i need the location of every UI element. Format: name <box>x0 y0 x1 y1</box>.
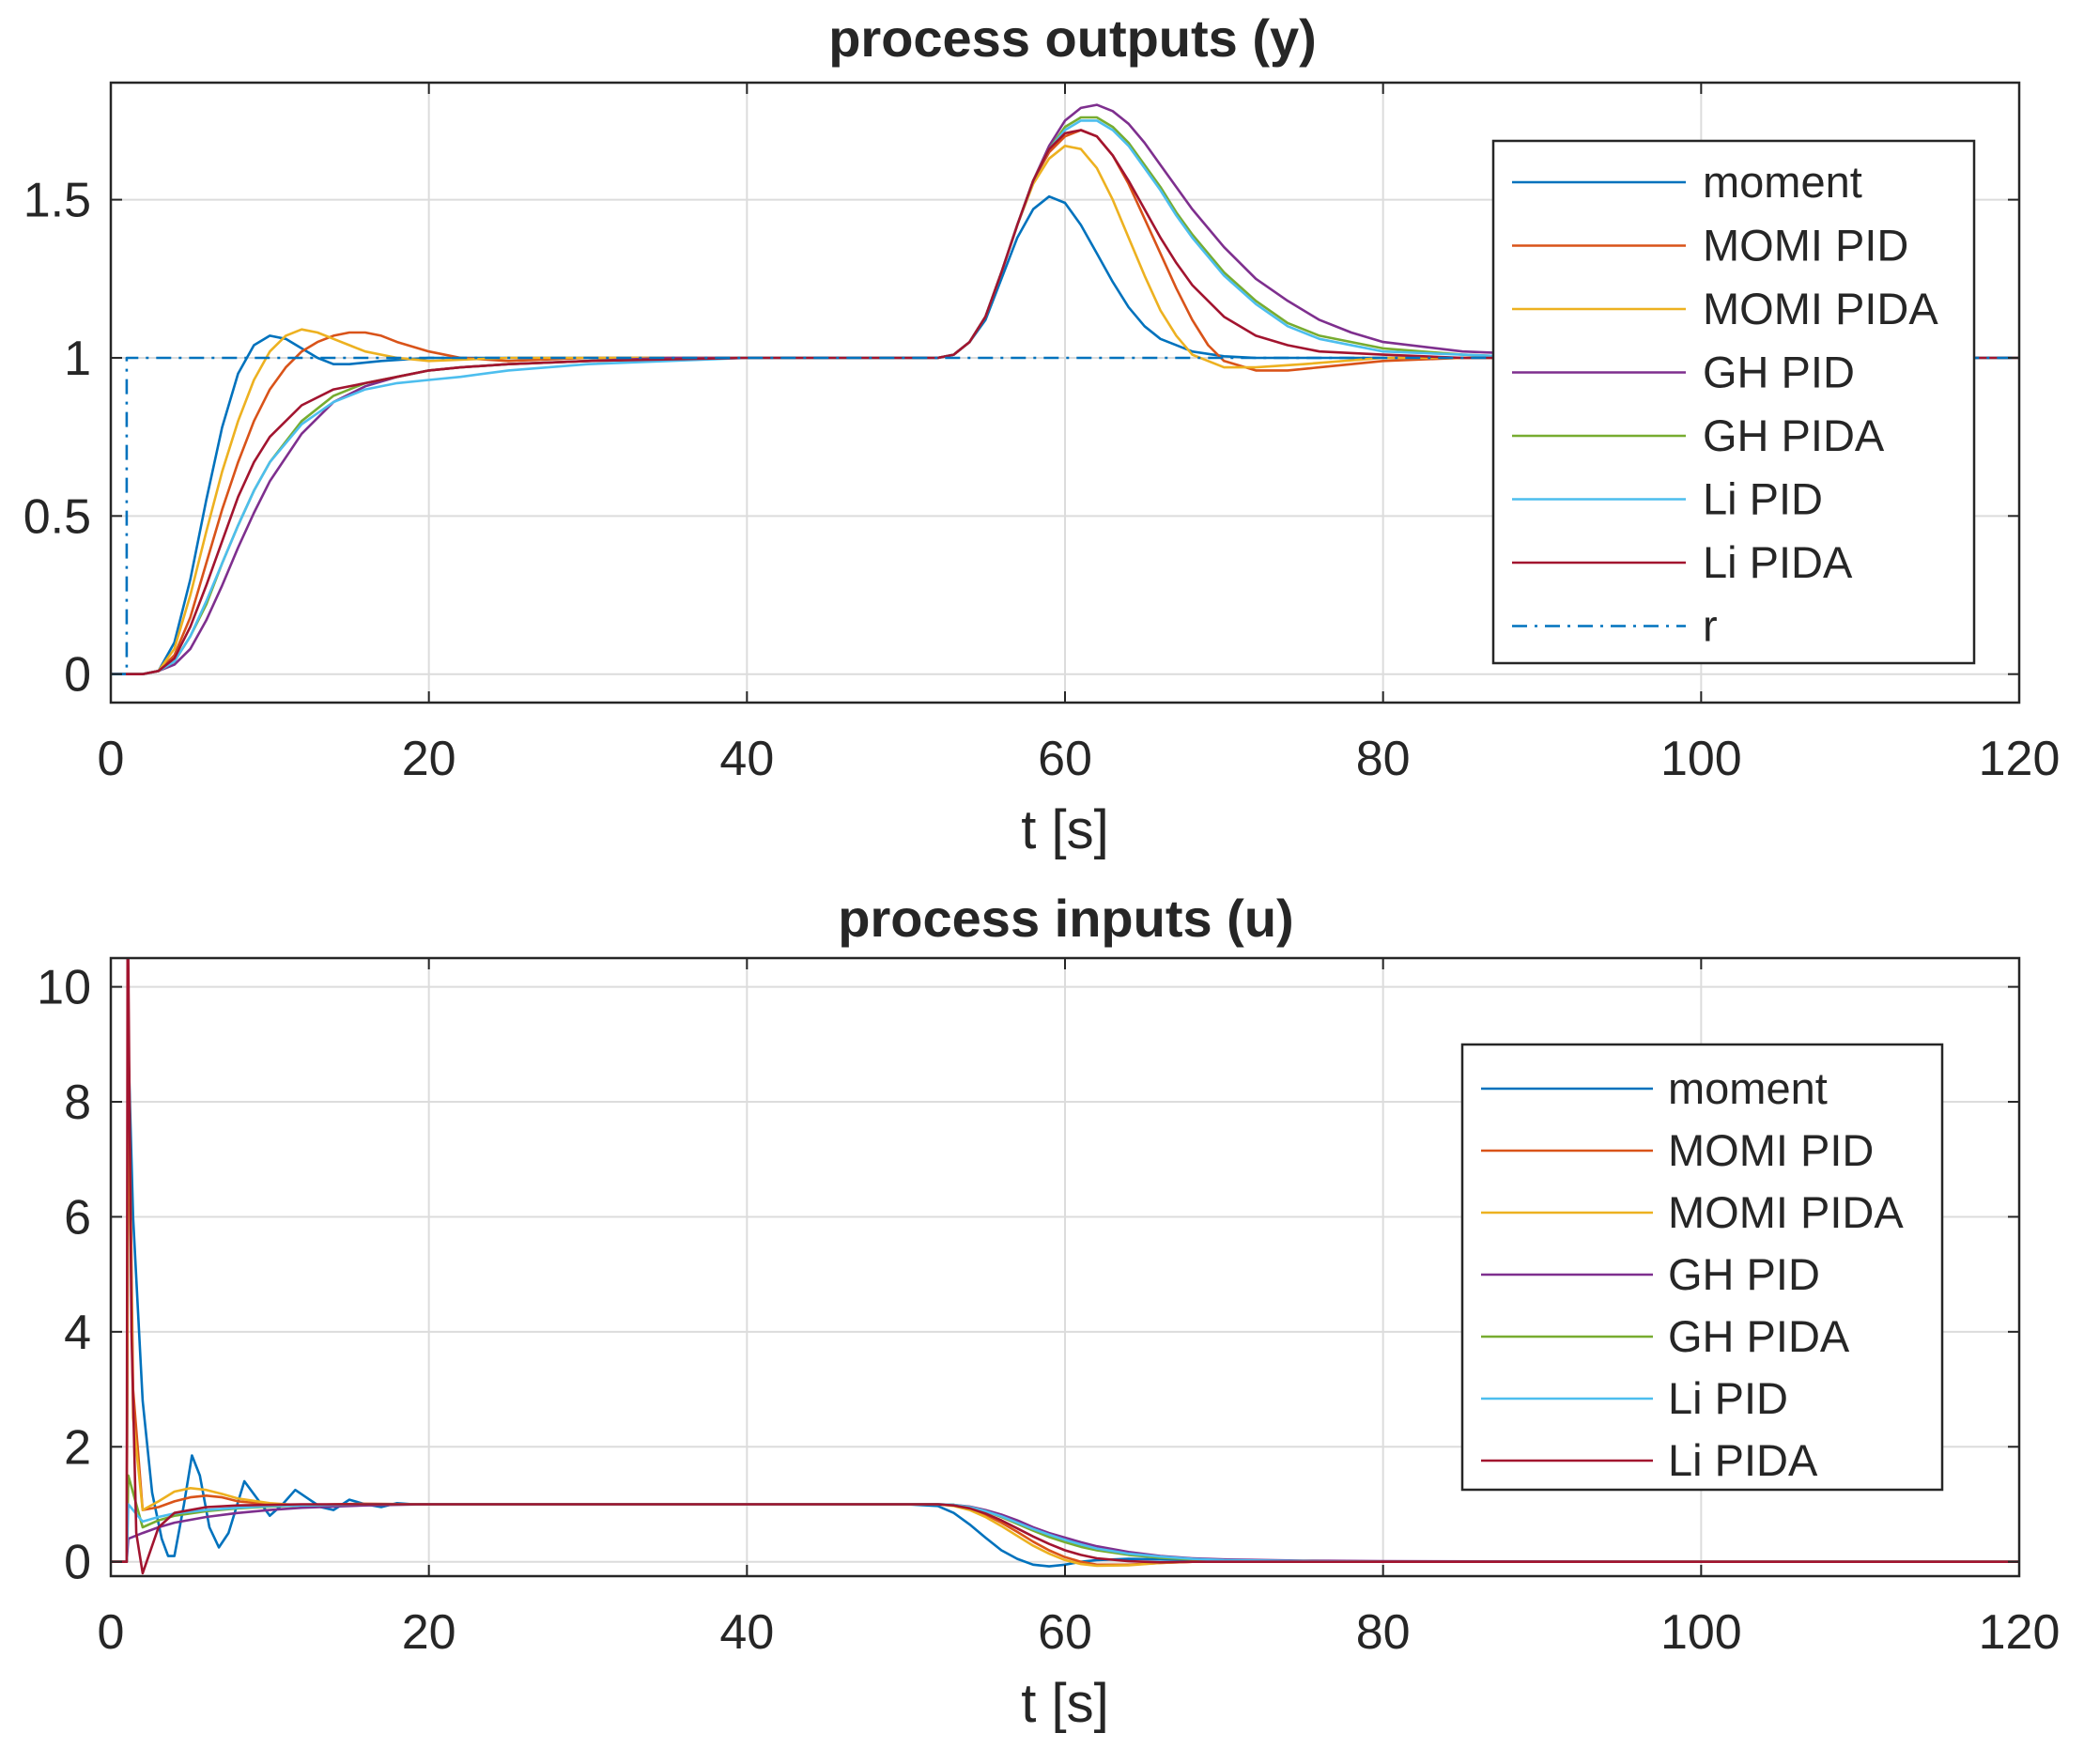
x-tick-label: 120 <box>1979 1605 2061 1660</box>
legend: moment MOMI PID MOMI PIDA GH PID GH PIDA Li P… <box>1460 1043 1944 1492</box>
series-layer <box>111 958 2019 1575</box>
chart-title: process inputs (u) <box>838 889 1293 948</box>
legend-label: MOMI PIDA <box>1668 1187 1904 1237</box>
x-tick-labels: 0 20 40 60 80 100 120 <box>98 1605 2061 1660</box>
x-tick-label: 0 <box>98 1605 125 1660</box>
x-tick-label: 80 <box>1356 732 1411 786</box>
x-tick-label: 40 <box>719 1605 774 1660</box>
x-tick-label: 100 <box>1660 732 1742 786</box>
x-tick-label: 20 <box>402 1605 456 1660</box>
y-tick-label: 0.5 <box>23 489 91 544</box>
legend-label: Li PIDA <box>1668 1435 1818 1485</box>
y-tick-labels: 0 0.5 1 1.5 <box>23 174 91 703</box>
y-tick-label: 1 <box>64 332 91 386</box>
legend-label: moment <box>1703 157 1862 207</box>
x-tick-label: 60 <box>1038 732 1092 786</box>
chart-process-inputs: process inputs (u) 0 20 40 60 80 100 120 0 2 4 6 8… <box>37 889 2060 1734</box>
y-tick-label: 8 <box>64 1075 91 1130</box>
y-tick-label: 4 <box>64 1306 91 1360</box>
x-tick-label: 120 <box>1979 732 2061 786</box>
series-line-moment <box>111 1043 2019 1568</box>
legend-label: Li PIDA <box>1703 537 1853 587</box>
x-tick-label: 80 <box>1356 1605 1411 1660</box>
x-axis-label: t [s] <box>1021 799 1108 860</box>
chart-process-outputs: process outputs (y) 0 20 40 60 80 100 120 0 0.5… <box>23 8 2061 860</box>
x-axis-label: t [s] <box>1021 1673 1108 1734</box>
legend-label: Li PID <box>1668 1373 1788 1423</box>
x-tick-label: 60 <box>1038 1605 1092 1660</box>
y-tick-label: 0 <box>64 1536 91 1590</box>
y-tick-label: 2 <box>64 1420 91 1475</box>
ticks <box>110 958 2020 1576</box>
x-tick-label: 40 <box>719 732 774 786</box>
y-tick-label: 10 <box>37 961 91 1015</box>
series-line-li-pida <box>111 129 2019 675</box>
legend-label: GH PID <box>1668 1249 1820 1299</box>
x-tick-label: 0 <box>98 732 125 786</box>
y-tick-label: 6 <box>64 1190 91 1245</box>
legend-label: MOMI PID <box>1668 1125 1874 1175</box>
legend-label: GH PID <box>1703 348 1855 397</box>
chart-title: process outputs (y) <box>828 8 1317 68</box>
legend-label: Li PID <box>1703 474 1823 524</box>
y-tick-label: 1.5 <box>23 174 91 228</box>
series-layer <box>111 103 2019 675</box>
legend-box <box>1491 139 1976 665</box>
legend-label: moment <box>1668 1063 1828 1113</box>
legend: moment MOMI PID MOMI PIDA GH PID GH PIDA Li P… <box>1491 139 1976 665</box>
legend-label: MOMI PIDA <box>1703 284 1938 333</box>
x-tick-labels: 0 20 40 60 80 100 120 <box>98 732 2061 786</box>
legend-label: GH PIDA <box>1668 1311 1850 1361</box>
series-line-li-pida <box>111 958 2019 1575</box>
x-tick-label: 20 <box>402 732 456 786</box>
legend-box <box>1460 1043 1944 1492</box>
x-tick-label: 100 <box>1660 1605 1742 1660</box>
legend-label: MOMI PID <box>1703 221 1908 271</box>
ticks <box>110 83 2020 703</box>
legend-label: GH PIDA <box>1703 410 1885 460</box>
y-tick-labels: 0 2 4 6 8 10 <box>37 961 91 1590</box>
y-tick-label: 0 <box>64 648 91 703</box>
legend-label: r <box>1703 601 1718 651</box>
